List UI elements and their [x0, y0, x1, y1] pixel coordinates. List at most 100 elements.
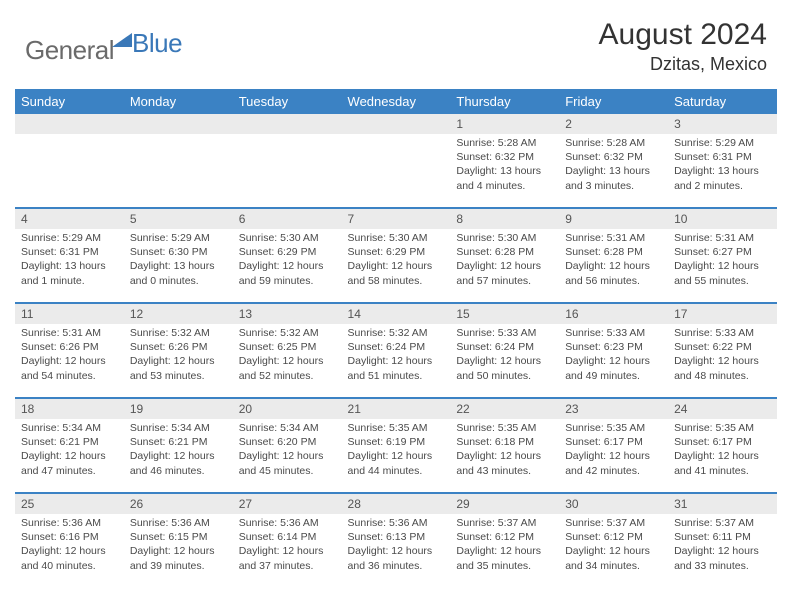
- day-cell: Sunrise: 5:34 AMSunset: 6:20 PMDaylight:…: [233, 419, 342, 493]
- daylight-text: Daylight: 12 hours and 51 minutes.: [348, 354, 445, 382]
- sunset-text: Sunset: 6:15 PM: [130, 530, 227, 544]
- sunrise-text: Sunrise: 5:31 AM: [21, 326, 118, 340]
- day-number: 8: [450, 208, 559, 229]
- sunrise-text: Sunrise: 5:30 AM: [456, 231, 553, 245]
- dayhead-saturday: Saturday: [668, 89, 777, 114]
- daynum-row: 25262728293031: [15, 493, 777, 514]
- sunset-text: Sunset: 6:31 PM: [21, 245, 118, 259]
- day-number: [124, 114, 233, 134]
- sunset-text: Sunset: 6:23 PM: [565, 340, 662, 354]
- sunrise-text: Sunrise: 5:36 AM: [21, 516, 118, 530]
- day-number: 15: [450, 303, 559, 324]
- day-number: [233, 114, 342, 134]
- day-number: 19: [124, 398, 233, 419]
- day-cell: Sunrise: 5:32 AMSunset: 6:26 PMDaylight:…: [124, 324, 233, 398]
- daycell-row: Sunrise: 5:31 AMSunset: 6:26 PMDaylight:…: [15, 324, 777, 398]
- day-cell: Sunrise: 5:37 AMSunset: 6:11 PMDaylight:…: [668, 514, 777, 588]
- daylight-text: Daylight: 13 hours and 2 minutes.: [674, 164, 771, 192]
- day-number: 20: [233, 398, 342, 419]
- day-number: 5: [124, 208, 233, 229]
- day-number: 30: [559, 493, 668, 514]
- sunset-text: Sunset: 6:16 PM: [21, 530, 118, 544]
- day-number: 31: [668, 493, 777, 514]
- sunrise-text: Sunrise: 5:37 AM: [456, 516, 553, 530]
- day-cell: Sunrise: 5:35 AMSunset: 6:17 PMDaylight:…: [668, 419, 777, 493]
- sunrise-text: Sunrise: 5:37 AM: [565, 516, 662, 530]
- sunrise-text: Sunrise: 5:33 AM: [674, 326, 771, 340]
- daylight-text: Daylight: 12 hours and 34 minutes.: [565, 544, 662, 572]
- day-cell: Sunrise: 5:36 AMSunset: 6:16 PMDaylight:…: [15, 514, 124, 588]
- day-cell: [233, 134, 342, 208]
- dayhead-sunday: Sunday: [15, 89, 124, 114]
- sunrise-text: Sunrise: 5:33 AM: [565, 326, 662, 340]
- sunset-text: Sunset: 6:19 PM: [348, 435, 445, 449]
- daylight-text: Daylight: 12 hours and 59 minutes.: [239, 259, 336, 287]
- day-cell: Sunrise: 5:32 AMSunset: 6:25 PMDaylight:…: [233, 324, 342, 398]
- sunset-text: Sunset: 6:29 PM: [348, 245, 445, 259]
- daylight-text: Daylight: 12 hours and 50 minutes.: [456, 354, 553, 382]
- calendar-body: 123Sunrise: 5:28 AMSunset: 6:32 PMDaylig…: [15, 114, 777, 588]
- sunset-text: Sunset: 6:12 PM: [565, 530, 662, 544]
- title-block: August 2024 Dzitas, Mexico: [599, 18, 767, 75]
- day-cell: [342, 134, 451, 208]
- sunrise-text: Sunrise: 5:34 AM: [21, 421, 118, 435]
- daylight-text: Daylight: 12 hours and 47 minutes.: [21, 449, 118, 477]
- logo-triangle-icon: [112, 33, 132, 47]
- sunset-text: Sunset: 6:31 PM: [674, 150, 771, 164]
- daylight-text: Daylight: 13 hours and 1 minute.: [21, 259, 118, 287]
- sunset-text: Sunset: 6:20 PM: [239, 435, 336, 449]
- sunrise-text: Sunrise: 5:30 AM: [239, 231, 336, 245]
- daylight-text: Daylight: 13 hours and 0 minutes.: [130, 259, 227, 287]
- day-number: 29: [450, 493, 559, 514]
- day-cell: Sunrise: 5:28 AMSunset: 6:32 PMDaylight:…: [559, 134, 668, 208]
- day-cell: Sunrise: 5:33 AMSunset: 6:22 PMDaylight:…: [668, 324, 777, 398]
- daylight-text: Daylight: 12 hours and 37 minutes.: [239, 544, 336, 572]
- sunset-text: Sunset: 6:24 PM: [456, 340, 553, 354]
- sunrise-text: Sunrise: 5:28 AM: [456, 136, 553, 150]
- sunset-text: Sunset: 6:27 PM: [674, 245, 771, 259]
- day-cell: Sunrise: 5:35 AMSunset: 6:19 PMDaylight:…: [342, 419, 451, 493]
- sunrise-text: Sunrise: 5:36 AM: [130, 516, 227, 530]
- daycell-row: Sunrise: 5:34 AM Sunset: 6:21 PM Daylight:…: [15, 419, 777, 493]
- sunset-text: Sunset: 6:22 PM: [674, 340, 771, 354]
- day-number: 16: [559, 303, 668, 324]
- sunset-text: Sunset: 6:13 PM: [348, 530, 445, 544]
- sunset-text: Sunset: 6:21 PM: [130, 435, 227, 449]
- daylight-text: Daylight: 12 hours and 54 minutes.: [21, 354, 118, 382]
- daylight-text: Daylight: 12 hours and 36 minutes.: [348, 544, 445, 572]
- sunrise-text: Sunrise: 5:31 AM: [565, 231, 662, 245]
- daylight-text: Daylight: 12 hours and 48 minutes.: [674, 354, 771, 382]
- day-cell: Sunrise: 5:37 AMSunset: 6:12 PMDaylight:…: [559, 514, 668, 588]
- day-number: 9: [559, 208, 668, 229]
- sunrise-text: Sunrise: 5:32 AM: [130, 326, 227, 340]
- daylight-text: Daylight: 12 hours and 57 minutes.: [456, 259, 553, 287]
- daycell-row: Sunrise: 5:28 AMSunset: 6:32 PMDaylight:…: [15, 134, 777, 208]
- day-number: 11: [15, 303, 124, 324]
- dayhead-row: Sunday Monday Tuesday Wednesday Thursday…: [15, 89, 777, 114]
- sunrise-text: Sunrise: 5:30 AM: [348, 231, 445, 245]
- day-number: 6: [233, 208, 342, 229]
- day-number: 17: [668, 303, 777, 324]
- day-cell: [124, 134, 233, 208]
- daycell-row: Sunrise: 5:36 AMSunset: 6:16 PMDaylight:…: [15, 514, 777, 588]
- day-number: 28: [342, 493, 451, 514]
- daylight-text: Daylight: 12 hours and 58 minutes.: [348, 259, 445, 287]
- daylight-text: Daylight: 12 hours and 44 minutes.: [348, 449, 445, 477]
- sunrise-text: Sunrise: 5:29 AM: [674, 136, 771, 150]
- month-title: August 2024: [599, 18, 767, 52]
- day-number: 1: [450, 114, 559, 134]
- daynum-row: 11121314151617: [15, 303, 777, 324]
- sunrise-text: Sunrise: 5:29 AM: [130, 231, 227, 245]
- daylight-text: Daylight: 12 hours and 39 minutes.: [130, 544, 227, 572]
- sunrise-text: Sunrise: 5:36 AM: [239, 516, 336, 530]
- day-number: 3: [668, 114, 777, 134]
- sunrise-text: Sunrise: 5:33 AM: [456, 326, 553, 340]
- daylight-text: Daylight: 13 hours and 4 minutes.: [456, 164, 553, 192]
- sunrise-text: Sunrise: 5:36 AM: [348, 516, 445, 530]
- daynum-row: 45678910: [15, 208, 777, 229]
- day-cell: Sunrise: 5:33 AMSunset: 6:24 PMDaylight:…: [450, 324, 559, 398]
- sunset-text: Sunset: 6:29 PM: [239, 245, 336, 259]
- dayhead-monday: Monday: [124, 89, 233, 114]
- day-cell: Sunrise: 5:34 AMSunset: 6:21 PMDaylight:…: [124, 419, 233, 493]
- sunset-text: Sunset: 6:30 PM: [130, 245, 227, 259]
